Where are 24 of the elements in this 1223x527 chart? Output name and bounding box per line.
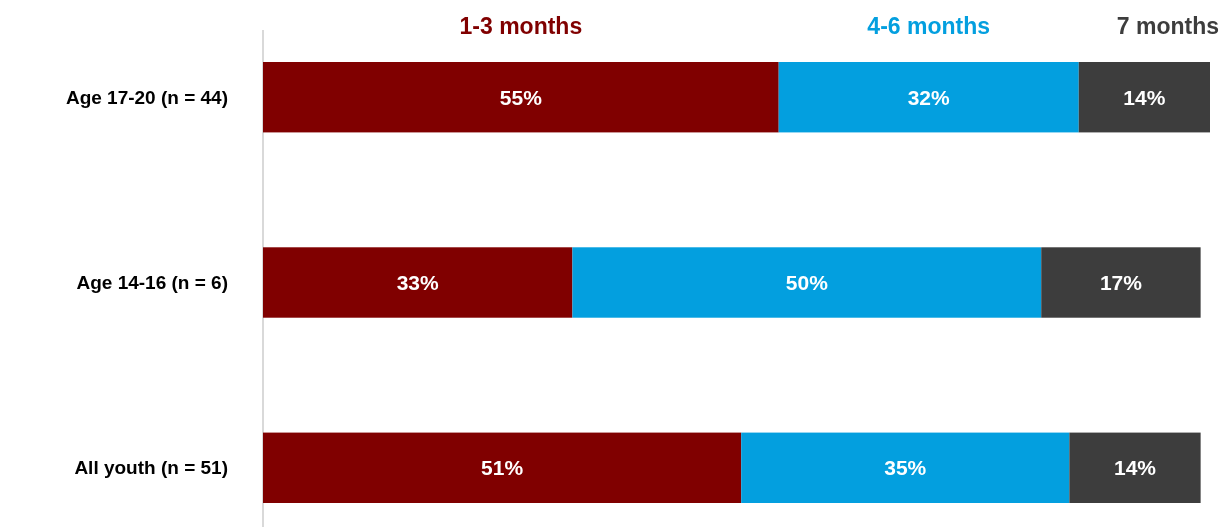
data-label: 51% [481, 456, 524, 480]
data-label: 32% [907, 85, 951, 109]
data-label: 14% [1113, 456, 1157, 480]
data-label: 14% [1123, 85, 1166, 109]
y-tick-label: Age 14-16 (n = 6) [76, 272, 228, 294]
series-label: 1-3 months [459, 13, 583, 39]
bar [263, 247, 573, 318]
bar [263, 432, 742, 503]
data-label: 17% [1099, 270, 1143, 294]
bar [1041, 247, 1201, 318]
y-tick-label: Age 17-20 (n = 44) [65, 86, 228, 108]
series-label: 7 months [1116, 13, 1219, 39]
bar [1069, 432, 1201, 503]
data-label: 55% [499, 85, 543, 109]
bar [263, 62, 779, 133]
bar [1078, 62, 1210, 133]
y-tick-label: All youth (n = 51) [74, 457, 228, 479]
bar [778, 62, 1079, 133]
data-label: 35% [884, 456, 927, 480]
bar [572, 247, 1042, 318]
data-label: 50% [785, 270, 829, 294]
bar [741, 432, 1070, 503]
data-label: 33% [396, 270, 440, 294]
series-label: 4-6 months [867, 13, 991, 39]
